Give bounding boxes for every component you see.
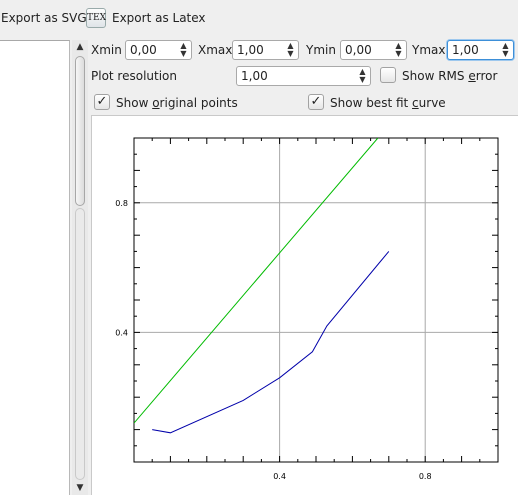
ymax-value: 1,00 [452,43,479,57]
show-rms-error-checkbox[interactable] [380,67,396,83]
triangle-down-icon[interactable]: ▼ [502,49,509,58]
ymin-spinbox[interactable]: 0,00 ▲ ▼ [340,40,407,60]
xmax-spinbox[interactable]: 1,00 ▲ ▼ [232,40,299,60]
xmin-spinbox[interactable]: 0,00 ▲ ▼ [125,40,192,60]
fit-plot: 0.4 0.8 0.4 0.8 [115,137,499,481]
triangle-down-icon[interactable]: ▼ [287,49,294,58]
plot-frame [133,137,499,463]
data-list-panel[interactable] [0,40,70,495]
export-latex-button[interactable]: TEX Export as Latex [86,4,206,32]
export-svg-label: Export as SVG [1,11,87,25]
triangle-up-icon[interactable]: ▲ [359,67,366,76]
checkmark-icon: ✓ [96,94,108,109]
x-tick-label: 0.4 [273,472,286,481]
x-tick-label: 0.8 [419,472,432,481]
y-tick-label: 0.8 [115,199,128,208]
triangle-down-icon[interactable]: ▼ [359,75,366,84]
show-original-points-label[interactable]: Show original points [116,96,238,110]
plot-area: 0.4 0.8 0.4 0.8 [91,115,518,495]
export-latex-label: Export as Latex [112,11,206,25]
scrollbar-thumb[interactable] [75,56,85,206]
xmin-value: 0,00 [130,43,157,57]
scrollbar-track[interactable] [75,208,85,480]
scroll-down-icon[interactable]: ▼ [76,483,84,493]
vertical-scrollbar[interactable]: ▲ ▼ [72,40,88,495]
ymax-spinbox[interactable]: 1,00 ▲ ▼ [447,40,514,60]
triangle-up-icon[interactable]: ▲ [395,41,402,50]
show-original-points-checkbox[interactable]: ✓ [94,94,110,110]
triangle-up-icon[interactable]: ▲ [287,41,294,50]
triangle-down-icon[interactable]: ▼ [180,49,187,58]
ymax-label: Ymax [412,43,446,57]
triangle-down-icon[interactable]: ▼ [395,49,402,58]
triangle-up-icon[interactable]: ▲ [502,41,509,50]
series-line-0 [134,138,379,424]
xmin-label: Xmin [91,43,122,57]
series-line-1 [152,251,390,434]
export-svg-button[interactable]: Export as SVG [1,4,87,32]
toolbar: Export as SVG TEX Export as Latex [0,0,518,38]
plot-resolution-value: 1,00 [241,69,268,83]
show-best-fit-curve-label[interactable]: Show best fit curve [330,96,446,110]
y-tick-label: 0.4 [115,328,128,337]
xmax-label: Xmax [198,43,233,57]
triangle-up-icon[interactable]: ▲ [180,41,187,50]
scroll-up-icon[interactable]: ▲ [76,42,84,52]
checkmark-icon: ✓ [310,94,322,109]
tex-icon: TEX [86,8,106,28]
plot-resolution-label: Plot resolution [91,69,178,83]
ymin-label: Ymin [306,43,336,57]
ymin-value: 0,00 [345,43,372,57]
plot-resolution-spinbox[interactable]: 1,00 ▲ ▼ [236,66,371,86]
show-rms-error-label[interactable]: Show RMS error [402,69,498,83]
xmax-value: 1,00 [237,43,264,57]
show-best-fit-curve-checkbox[interactable]: ✓ [308,94,324,110]
